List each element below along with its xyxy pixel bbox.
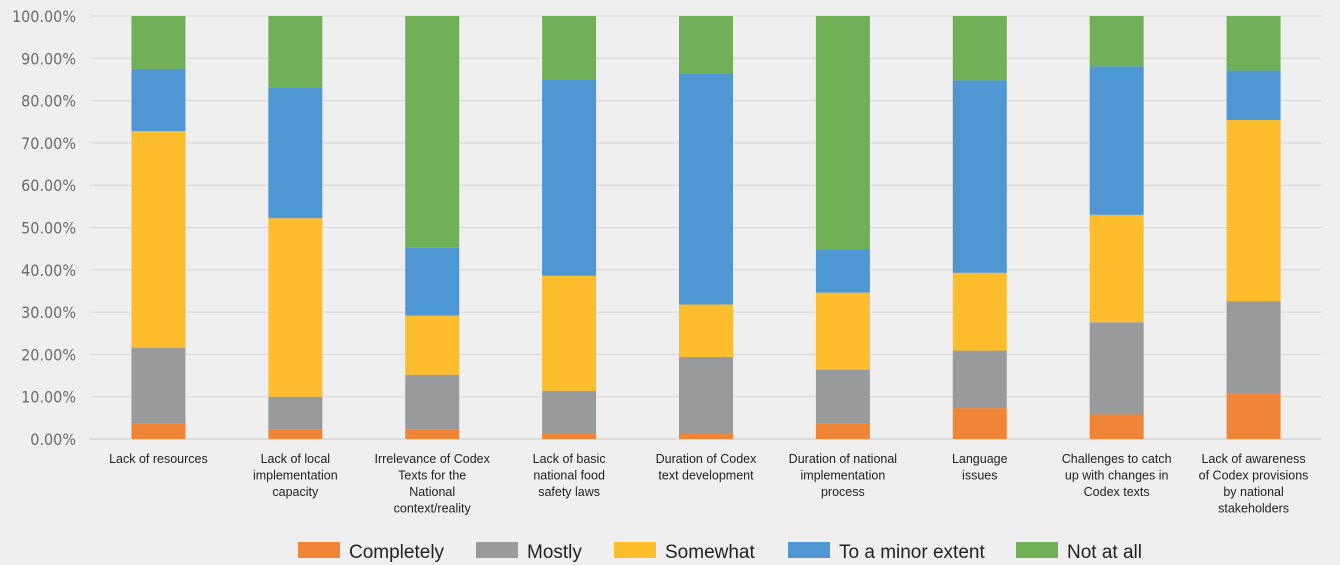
bar-segment: Mostly: 7.8: [268, 396, 323, 430]
x-tick-label: Irrelevance of Codex Texts for the Nationa…: [375, 452, 491, 516]
bar-segment: Mostly: 18.2: [679, 356, 733, 434]
legend-label: Completely: [349, 542, 445, 563]
bar-segment: Not at all: 17: [268, 16, 323, 88]
bar-segment: Completely: 3.6: [131, 423, 186, 439]
bar-segment: Mostly: 13.6: [952, 350, 1007, 409]
bar-segment: Completely: 2.2: [405, 429, 460, 439]
bar-segment: Mostly: 12.8: [815, 369, 870, 424]
legend-label: Not at all: [1067, 542, 1142, 563]
x-tick-label: Challenges to catch up with changes in Cod…: [1062, 452, 1172, 499]
legend: Completely Mostly Somewhat To a minor exten…: [298, 542, 1142, 563]
bar-segment: To a minor extent: 54.6: [679, 73, 733, 305]
bar-segment: To a minor extent: 11.7: [1226, 70, 1281, 121]
bar-segment: Somewhat: 12.4: [679, 304, 733, 357]
legend-label: To a minor extent: [839, 542, 985, 563]
legend-swatch: [298, 542, 340, 558]
bar-segment: Somewhat: 25.4: [1089, 214, 1144, 323]
bar-segment: Mostly: 21.8: [1089, 322, 1144, 415]
y-tick-label: 90.00%: [21, 49, 76, 68]
x-tick-label: Lack of resources: [109, 452, 208, 466]
bar-segment: Not at all: 12.9: [1226, 16, 1281, 71]
bar-segment: Not at all: 11.9: [1089, 16, 1144, 67]
x-tick-label: Lack of local implementation capacity: [253, 452, 338, 499]
legend-swatch: [1016, 542, 1058, 558]
bar-segment: To a minor extent: 45.5: [952, 80, 1007, 273]
y-tick-label: 60.00%: [21, 176, 76, 195]
y-tick-label: 10.00%: [21, 388, 76, 407]
bar-segment: Somewhat: 27.2: [542, 275, 597, 391]
y-axis: 0.00% 10.00% 20.00% 30.00% 40.00% 50.00% 60.00…: [12, 7, 76, 449]
y-tick-label: 100.00%: [12, 7, 76, 26]
y-tick-label: 0.00%: [30, 430, 76, 449]
bar-segment: Completely: 1.2: [542, 433, 597, 439]
y-tick-label: 80.00%: [21, 92, 76, 111]
bar-segment: Completely: 1.2: [679, 433, 733, 439]
y-tick-label: 70.00%: [21, 134, 76, 153]
bar-segment: To a minor extent: 10.2: [815, 249, 870, 293]
bar-segment: Somewhat: 14: [405, 315, 460, 375]
y-tick-label: 20.00%: [21, 345, 76, 364]
y-tick-label: 50.00%: [21, 219, 76, 238]
bar-segment: Mostly: 18: [131, 347, 186, 424]
bar-segment: Not at all: 12.5: [131, 16, 186, 69]
bar-segment: Mostly: 13: [405, 374, 460, 430]
bar-segment: Completely: 7.3: [952, 408, 1007, 439]
legend-label: Somewhat: [665, 542, 755, 563]
bar-segment: To a minor extent: 14.7: [131, 68, 186, 132]
bar-segment: Not at all: 55.2: [815, 16, 870, 250]
bar-segment: Somewhat: 51.2: [131, 131, 186, 348]
bars: Completely: 3.6Mostly: 18Somewhat: 51.2T…: [131, 16, 1281, 439]
y-tick-label: 30.00%: [21, 303, 76, 322]
bar-segment: Mostly: 10.2: [542, 390, 597, 434]
legend-label: Mostly: [527, 542, 582, 563]
bar-segment: Not at all: 54.8: [405, 16, 460, 248]
bar-segment: Completely: 3.6: [815, 423, 870, 439]
x-tick-label: Lack of awareness of Codex provisions by n…: [1199, 452, 1309, 516]
bar-segment: Somewhat: 18.2: [815, 292, 870, 370]
bar-segment: To a minor extent: 35.1: [1089, 66, 1144, 215]
y-tick-label: 40.00%: [21, 261, 76, 280]
bar-segment: Completely: 10.8: [1226, 393, 1281, 439]
x-tick-label: Duration of Codex text development: [656, 452, 758, 483]
bar-segment: Not at all: 13.6: [679, 16, 733, 74]
x-tick-label: Language issues: [952, 452, 1008, 483]
bar-segment: Mostly: 21.8: [1226, 301, 1281, 394]
bar-segment: To a minor extent: 30.8: [268, 87, 323, 219]
bar-segment: Somewhat: 18.4: [952, 272, 1007, 351]
bar-segment: Somewhat: 42.8: [1226, 120, 1281, 302]
x-axis: Lack of resources Lack of local implementa…: [109, 452, 1308, 516]
bar-segment: Completely: 5.8: [1089, 414, 1144, 439]
bar-segment: Completely: 2.2: [268, 429, 323, 439]
bar-segment: Not at all: 15: [542, 16, 597, 80]
bar-segment: Not at all: 15.2: [952, 16, 1007, 81]
bar-segment: To a minor extent: 16: [405, 247, 460, 316]
legend-swatch: [614, 542, 656, 558]
legend-swatch: [788, 542, 830, 558]
legend-swatch: [476, 542, 518, 558]
x-tick-label: Lack of basic national food safety laws: [533, 452, 606, 499]
bar-segment: Somewhat: 42.2: [268, 218, 323, 397]
x-tick-label: Duration of national implementation proces…: [789, 452, 897, 499]
bar-segment: To a minor extent: 46.4: [542, 79, 597, 276]
